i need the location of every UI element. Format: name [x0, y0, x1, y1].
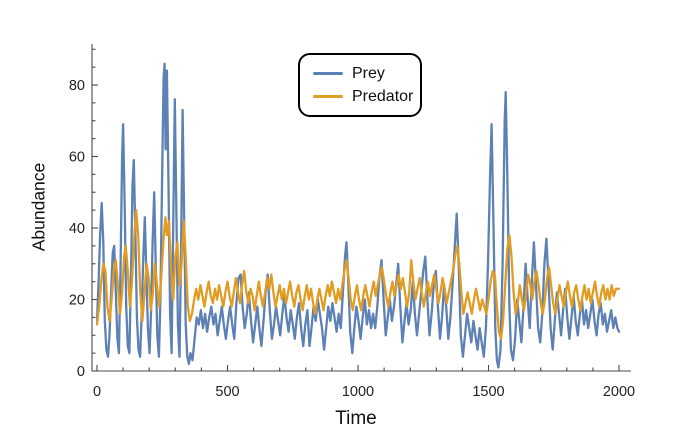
svg-text:20: 20 [69, 293, 85, 309]
prey-line-swatch [313, 71, 343, 76]
legend-label-prey: Prey [352, 64, 385, 82]
svg-text:0: 0 [77, 364, 85, 380]
legend-entry-prey: Prey [313, 64, 420, 82]
legend-label-predator: Predator [352, 87, 414, 105]
svg-text:1500: 1500 [472, 384, 504, 400]
svg-text:1000: 1000 [342, 384, 374, 400]
svg-text:2000: 2000 [603, 384, 635, 400]
svg-text:0: 0 [93, 384, 101, 400]
svg-text:60: 60 [69, 150, 85, 166]
legend: Prey Predator [298, 53, 422, 117]
svg-text:40: 40 [69, 221, 85, 237]
predator-line [95, 208, 621, 340]
x-axis-label: Time [335, 408, 377, 429]
legend-entry-predator: Predator [313, 87, 420, 105]
svg-text:80: 80 [69, 78, 85, 94]
y-axis-label: Abundance [28, 162, 49, 252]
svg-text:500: 500 [215, 384, 239, 400]
predator-line-swatch [313, 94, 343, 99]
